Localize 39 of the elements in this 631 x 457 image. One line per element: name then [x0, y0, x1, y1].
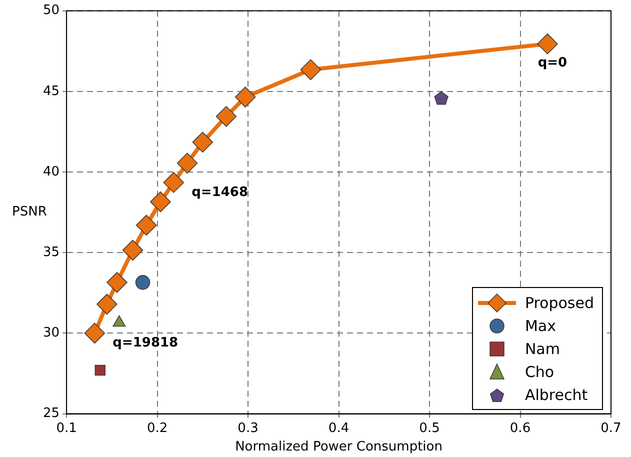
y-tick-label: 25: [42, 406, 60, 422]
annotation: q=0: [538, 56, 568, 71]
x-tick-label: 0.1: [56, 420, 77, 436]
y-tick-label: 50: [42, 3, 60, 18]
legend-label: Proposed: [524, 294, 594, 312]
x-tick-label: 0.4: [328, 420, 350, 436]
x-tick-label: 0.2: [146, 420, 168, 436]
y-tick-label: 45: [42, 84, 60, 99]
y-tick-label: 40: [42, 164, 60, 180]
point: [122, 240, 144, 261]
legend-label: Albrecht: [524, 386, 588, 404]
point: [84, 322, 106, 344]
x-tick-label: 0.5: [419, 420, 440, 436]
point: [106, 272, 128, 293]
legend-label: Nam: [524, 340, 560, 358]
point: [94, 364, 106, 376]
x-tick-label: 0.6: [510, 420, 531, 436]
point: [96, 294, 118, 315]
point: [234, 86, 256, 108]
x-axis-title: Normalized Power Consumption: [235, 440, 442, 455]
legend-label: Max: [524, 316, 556, 334]
point: [192, 132, 214, 153]
y-axis-title: PSNR: [12, 204, 47, 220]
point: [434, 91, 448, 105]
point: [537, 33, 558, 54]
point: [150, 191, 171, 212]
legend-label: Cho: [524, 362, 554, 380]
point: [176, 152, 198, 174]
x-tick-label: 0.3: [238, 420, 258, 436]
annotation: q=1468: [192, 184, 248, 200]
point: [135, 275, 150, 290]
point: [300, 59, 322, 80]
point: [136, 214, 157, 236]
annotation: q=19818: [112, 336, 178, 351]
point: [163, 172, 184, 193]
point: [216, 106, 237, 127]
x-tick-label: 0.7: [600, 420, 622, 436]
y-tick-label: 30: [42, 326, 60, 341]
y-tick-label: 35: [42, 244, 60, 260]
